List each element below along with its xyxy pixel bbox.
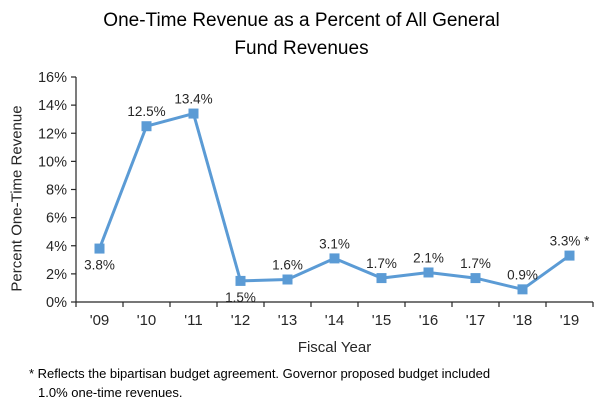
y-tick-label: 2% (46, 267, 67, 283)
y-tick-label: 12% (38, 126, 67, 142)
x-tick-label: '13 (278, 312, 298, 329)
data-point-marker (94, 243, 105, 254)
footnote-line1: * Reflects the bipartisan budget agreeme… (29, 366, 491, 381)
data-point-label: 3.3% * (550, 234, 591, 249)
chart-title-line1: One-Time Revenue as a Percent of All Gen… (103, 10, 500, 31)
footnote-line2: 1.0% one-time revenues. (38, 385, 183, 400)
data-point-label: 1.6% (272, 258, 303, 273)
data-point-marker (329, 253, 340, 264)
data-point-marker (376, 273, 387, 284)
data-point-marker (188, 108, 199, 119)
data-point-marker (235, 275, 246, 286)
x-tick-label: '12 (231, 312, 251, 329)
footnote: * Reflects the bipartisan budget agreeme… (29, 364, 490, 402)
x-tick-label: '11 (184, 312, 202, 329)
data-point-label: 1.7% (366, 256, 397, 271)
data-point-label: 1.5% (225, 290, 256, 305)
y-tick-label: 8% (46, 183, 67, 199)
y-tick-label: 6% (46, 211, 67, 227)
data-point-label: 3.8% (84, 258, 115, 273)
data-point-label: 1.7% (460, 256, 491, 271)
chart-title: One-Time Revenue as a Percent of All Gen… (0, 7, 603, 63)
data-point-marker (564, 250, 575, 261)
data-point-marker (517, 284, 528, 295)
chart-title-line2: Fund Revenues (234, 38, 369, 59)
y-tick-label: 16% (38, 70, 67, 86)
y-tick-label: 4% (46, 239, 67, 255)
data-point-marker (282, 274, 293, 285)
x-tick-label: '09 (90, 312, 110, 329)
y-tick-label: 10% (38, 154, 67, 170)
x-tick-label: '16 (419, 312, 439, 329)
y-tick-label: 14% (38, 98, 67, 114)
data-point-label: 0.9% (507, 267, 538, 282)
x-tick-label: '17 (466, 312, 486, 329)
y-tick-label: 0% (46, 295, 67, 311)
x-tick-label: '10 (137, 312, 157, 329)
x-tick-label: '15 (372, 312, 392, 329)
data-point-marker (470, 273, 481, 284)
data-point-label: 12.5% (127, 104, 165, 119)
data-point-label: 3.1% (319, 236, 350, 251)
x-axis-title: Fiscal Year (297, 339, 372, 356)
x-tick-label: '18 (513, 312, 533, 329)
x-tick-label: '14 (325, 312, 345, 329)
x-tick-label: '19 (560, 312, 580, 329)
data-point-marker (423, 267, 434, 278)
data-point-label: 13.4% (174, 92, 212, 107)
data-point-label: 2.1% (413, 250, 444, 265)
data-point-marker (141, 121, 152, 132)
